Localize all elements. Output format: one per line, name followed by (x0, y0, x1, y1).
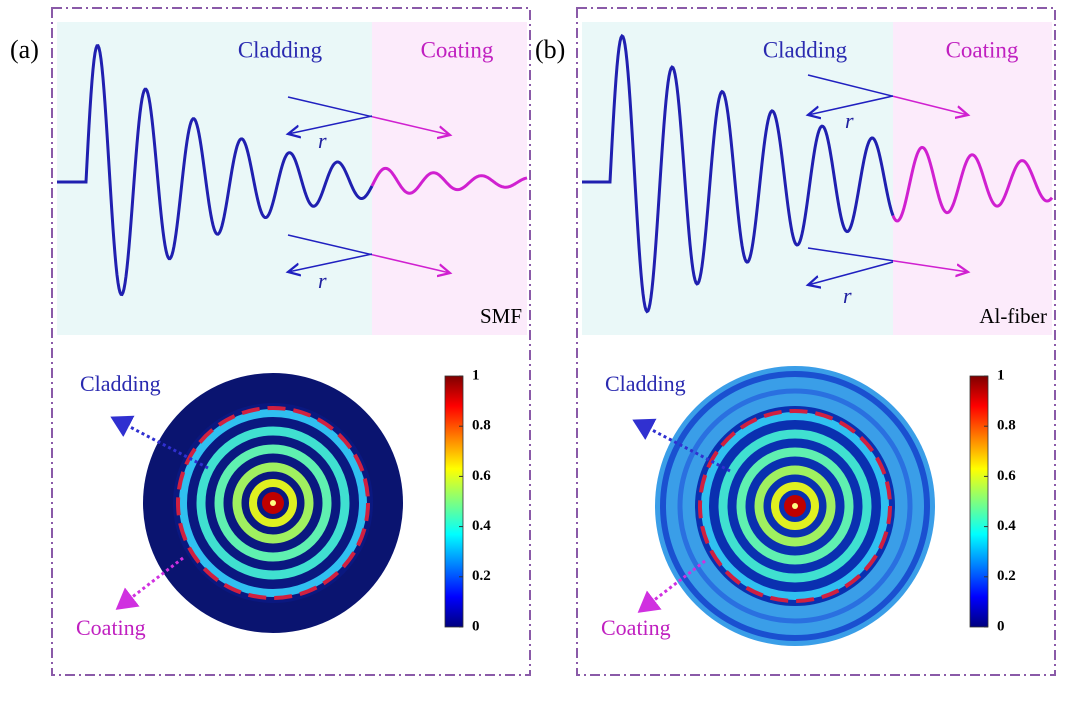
coating-label: Coating (421, 37, 494, 62)
reflection-label: r (318, 128, 327, 153)
coating-pointer (115, 556, 184, 610)
reflected-ray (288, 253, 373, 272)
panel-frame (51, 7, 531, 676)
map-coating-label: Coating (601, 615, 671, 640)
panel: (b) Cladding Coating Al-fiber r r Cladding Coat… (535, 7, 1056, 676)
incident-ray (807, 247, 894, 262)
field-ring (677, 388, 913, 624)
colorbar-tick-label: 0.2 (472, 568, 491, 584)
transmitted-ray (371, 115, 450, 135)
panel-label: (a) (10, 35, 39, 64)
map-cladding-label: Cladding (80, 371, 161, 396)
coating-label: Coating (946, 37, 1019, 62)
reflection-label: r (845, 108, 854, 133)
reflected-ray (808, 261, 894, 285)
transmitted-ray (892, 95, 968, 115)
reflected-ray (288, 115, 373, 134)
field-center (792, 503, 798, 509)
map-coating-label: Coating (76, 615, 146, 640)
colorbar-tick-label: 0.4 (997, 518, 1016, 534)
field-ring (214, 444, 332, 562)
field-ring (718, 429, 872, 583)
colorbar-tick-label: 0.6 (997, 468, 1016, 484)
panel-frame (576, 7, 1056, 676)
incident-ray (287, 96, 373, 118)
field-center (270, 500, 276, 506)
field-ring (701, 412, 889, 600)
colorbar-tick-label: 0 (997, 618, 1005, 634)
colorbar-tick-label: 0.6 (472, 468, 491, 484)
reflected-ray (808, 95, 894, 115)
cladding-boundary (176, 406, 370, 600)
wave-cladding (582, 33, 895, 314)
colorbar-tick-label: 1 (997, 367, 1005, 383)
incident-ray (807, 74, 894, 97)
colorbar-tick-label: 0.4 (472, 518, 491, 534)
colorbar-tick-label: 0 (472, 618, 480, 634)
field-ring (179, 409, 367, 597)
panel-label: (b) (535, 35, 565, 64)
field-ring (660, 371, 930, 641)
colorbar-tick-label: 0.8 (472, 418, 491, 434)
cladding-label: Cladding (238, 37, 323, 62)
field-ring (196, 426, 350, 580)
reflection-label: r (318, 268, 327, 293)
wave-coating (370, 166, 528, 195)
wave-coating (891, 145, 1054, 223)
transmitted-ray (892, 260, 968, 272)
incident-ray (287, 234, 373, 256)
colorbar (969, 375, 989, 628)
transmitted-ray (371, 253, 450, 273)
cladding-boundary (698, 409, 892, 603)
reflection-label: r (843, 283, 852, 308)
colorbar-tick-label: 0.8 (997, 418, 1016, 434)
coating-pointer (637, 559, 706, 613)
cladding-label: Cladding (763, 37, 848, 62)
colorbar-tick-label: 1 (472, 367, 480, 383)
field-ring (736, 447, 854, 565)
field-ring (249, 479, 297, 527)
field-ring (754, 465, 836, 547)
wave-cladding (57, 44, 374, 297)
field-ring (232, 462, 314, 544)
colorbar (444, 375, 464, 628)
fiber-label: Al-fiber (979, 304, 1047, 328)
panel: (a) Cladding Coating SMF r r Cladding Coating 1 0… (10, 7, 531, 676)
colorbar-tick-label: 0.2 (997, 568, 1016, 584)
map-cladding-label: Cladding (605, 371, 686, 396)
coating-region (893, 22, 1052, 335)
field-ring (771, 482, 819, 530)
fiber-label: SMF (480, 304, 522, 328)
coating-region (372, 22, 527, 335)
